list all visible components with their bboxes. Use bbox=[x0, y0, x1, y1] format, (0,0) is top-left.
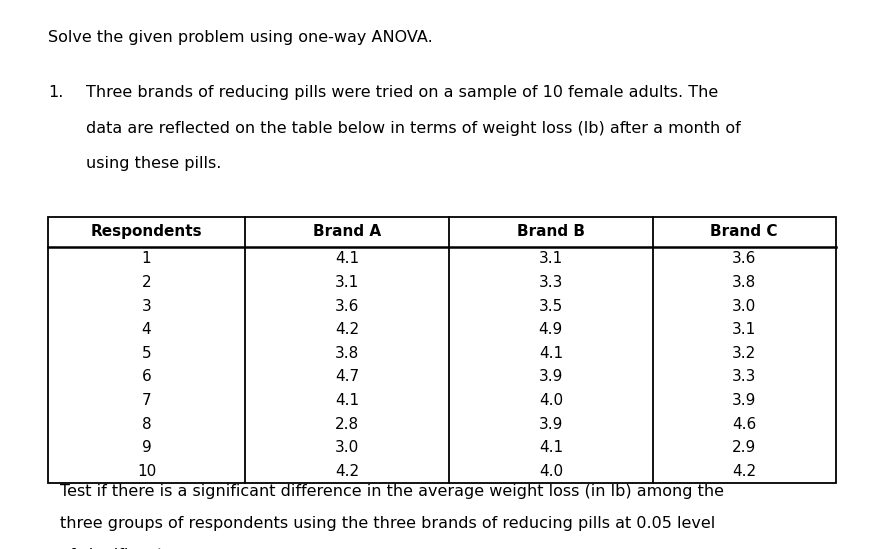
Text: 4.1: 4.1 bbox=[335, 251, 359, 266]
Text: 3.9: 3.9 bbox=[539, 417, 563, 432]
Text: 3.2: 3.2 bbox=[732, 346, 756, 361]
Text: 7: 7 bbox=[142, 393, 151, 408]
Text: 3.9: 3.9 bbox=[539, 369, 563, 384]
Text: 4.9: 4.9 bbox=[539, 322, 563, 337]
Text: 2: 2 bbox=[142, 275, 151, 290]
Text: 3.9: 3.9 bbox=[732, 393, 756, 408]
Text: 4.2: 4.2 bbox=[732, 464, 756, 479]
Text: Solve the given problem using one-way ANOVA.: Solve the given problem using one-way AN… bbox=[48, 30, 433, 45]
Text: Respondents: Respondents bbox=[91, 225, 202, 239]
Text: using these pills.: using these pills. bbox=[86, 156, 221, 171]
Text: 1.: 1. bbox=[48, 85, 64, 100]
Text: 3.1: 3.1 bbox=[335, 275, 359, 290]
Text: 9: 9 bbox=[142, 440, 151, 455]
Text: 4: 4 bbox=[142, 322, 151, 337]
Text: 3.3: 3.3 bbox=[732, 369, 756, 384]
Text: 3.1: 3.1 bbox=[539, 251, 563, 266]
Text: 3.1: 3.1 bbox=[732, 322, 756, 337]
Text: data are reflected on the table below in terms of weight loss (lb) after a month: data are reflected on the table below in… bbox=[86, 121, 740, 136]
Text: 4.2: 4.2 bbox=[335, 464, 359, 479]
Text: Three brands of reducing pills were tried on a sample of 10 female adults. The: Three brands of reducing pills were trie… bbox=[86, 85, 718, 100]
Bar bbox=[48, 217, 836, 483]
Text: 4.1: 4.1 bbox=[335, 393, 359, 408]
Text: 4.2: 4.2 bbox=[335, 322, 359, 337]
Text: Brand C: Brand C bbox=[710, 225, 778, 239]
Text: 3.8: 3.8 bbox=[732, 275, 756, 290]
Text: 4.0: 4.0 bbox=[539, 464, 563, 479]
Text: 6: 6 bbox=[142, 369, 151, 384]
Text: 3: 3 bbox=[142, 299, 151, 313]
Text: 4.1: 4.1 bbox=[539, 440, 563, 455]
Text: 3.0: 3.0 bbox=[335, 440, 359, 455]
Text: 3.5: 3.5 bbox=[539, 299, 563, 313]
Text: 3.6: 3.6 bbox=[732, 251, 756, 266]
Text: 4.7: 4.7 bbox=[335, 369, 359, 384]
Text: Test if there is a significant difference in the average weight loss (in lb) amo: Test if there is a significant differenc… bbox=[60, 484, 724, 499]
Text: 10: 10 bbox=[136, 464, 157, 479]
Text: 2.8: 2.8 bbox=[335, 417, 359, 432]
Text: 3.8: 3.8 bbox=[335, 346, 359, 361]
Text: 3.0: 3.0 bbox=[732, 299, 756, 313]
Text: 4.6: 4.6 bbox=[732, 417, 756, 432]
Text: 1: 1 bbox=[142, 251, 151, 266]
Text: 8: 8 bbox=[142, 417, 151, 432]
Text: 4.1: 4.1 bbox=[539, 346, 563, 361]
Text: 2.9: 2.9 bbox=[732, 440, 756, 455]
Text: 3.3: 3.3 bbox=[539, 275, 563, 290]
Text: 4.0: 4.0 bbox=[539, 393, 563, 408]
Text: Brand B: Brand B bbox=[517, 225, 584, 239]
Text: 3.6: 3.6 bbox=[335, 299, 359, 313]
Text: of significant.: of significant. bbox=[60, 548, 168, 549]
Text: Brand A: Brand A bbox=[313, 225, 381, 239]
Text: three groups of respondents using the three brands of reducing pills at 0.05 lev: three groups of respondents using the th… bbox=[60, 516, 715, 531]
Text: 5: 5 bbox=[142, 346, 151, 361]
